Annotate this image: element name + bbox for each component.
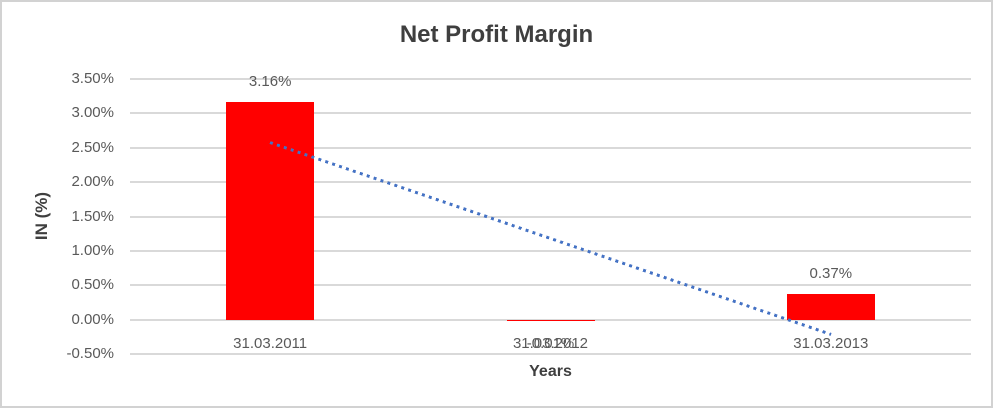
bar-data-label: 0.37% <box>809 265 853 283</box>
gridline <box>130 78 971 80</box>
y-tick-label: 3.50% <box>71 70 114 87</box>
gridline <box>130 284 971 287</box>
y-tick-label: 1.00% <box>71 241 114 259</box>
gridline <box>130 353 971 355</box>
gridline <box>130 249 971 252</box>
bar <box>786 294 875 320</box>
bar <box>506 319 595 321</box>
x-category-label: 31.03.2011 <box>233 335 308 352</box>
y-tick-label: -0.50% <box>66 345 114 362</box>
x-category-label: 31.03.2013 <box>793 335 869 352</box>
chart-title: Net Profit Margin <box>399 21 594 48</box>
gridline <box>130 146 971 149</box>
bar-data-label: -0.01% <box>526 335 575 352</box>
y-tick-label: 3.00% <box>71 104 114 122</box>
y-tick-label: 2.00% <box>71 173 114 191</box>
bar-data-label: 3.16% <box>248 73 292 91</box>
trendline <box>269 141 832 337</box>
y-tick-label: 0.50% <box>71 276 114 294</box>
y-tick-label: 0.00% <box>71 310 114 328</box>
x-axis-title: Years <box>529 363 572 380</box>
x-category-label: 31.03.2012 <box>512 335 589 352</box>
gridline <box>130 112 971 115</box>
y-tick-label: 2.50% <box>71 138 114 156</box>
bar <box>226 102 315 320</box>
gridline <box>130 215 971 218</box>
gridline <box>130 181 971 184</box>
y-tick-label: 1.50% <box>71 207 114 225</box>
